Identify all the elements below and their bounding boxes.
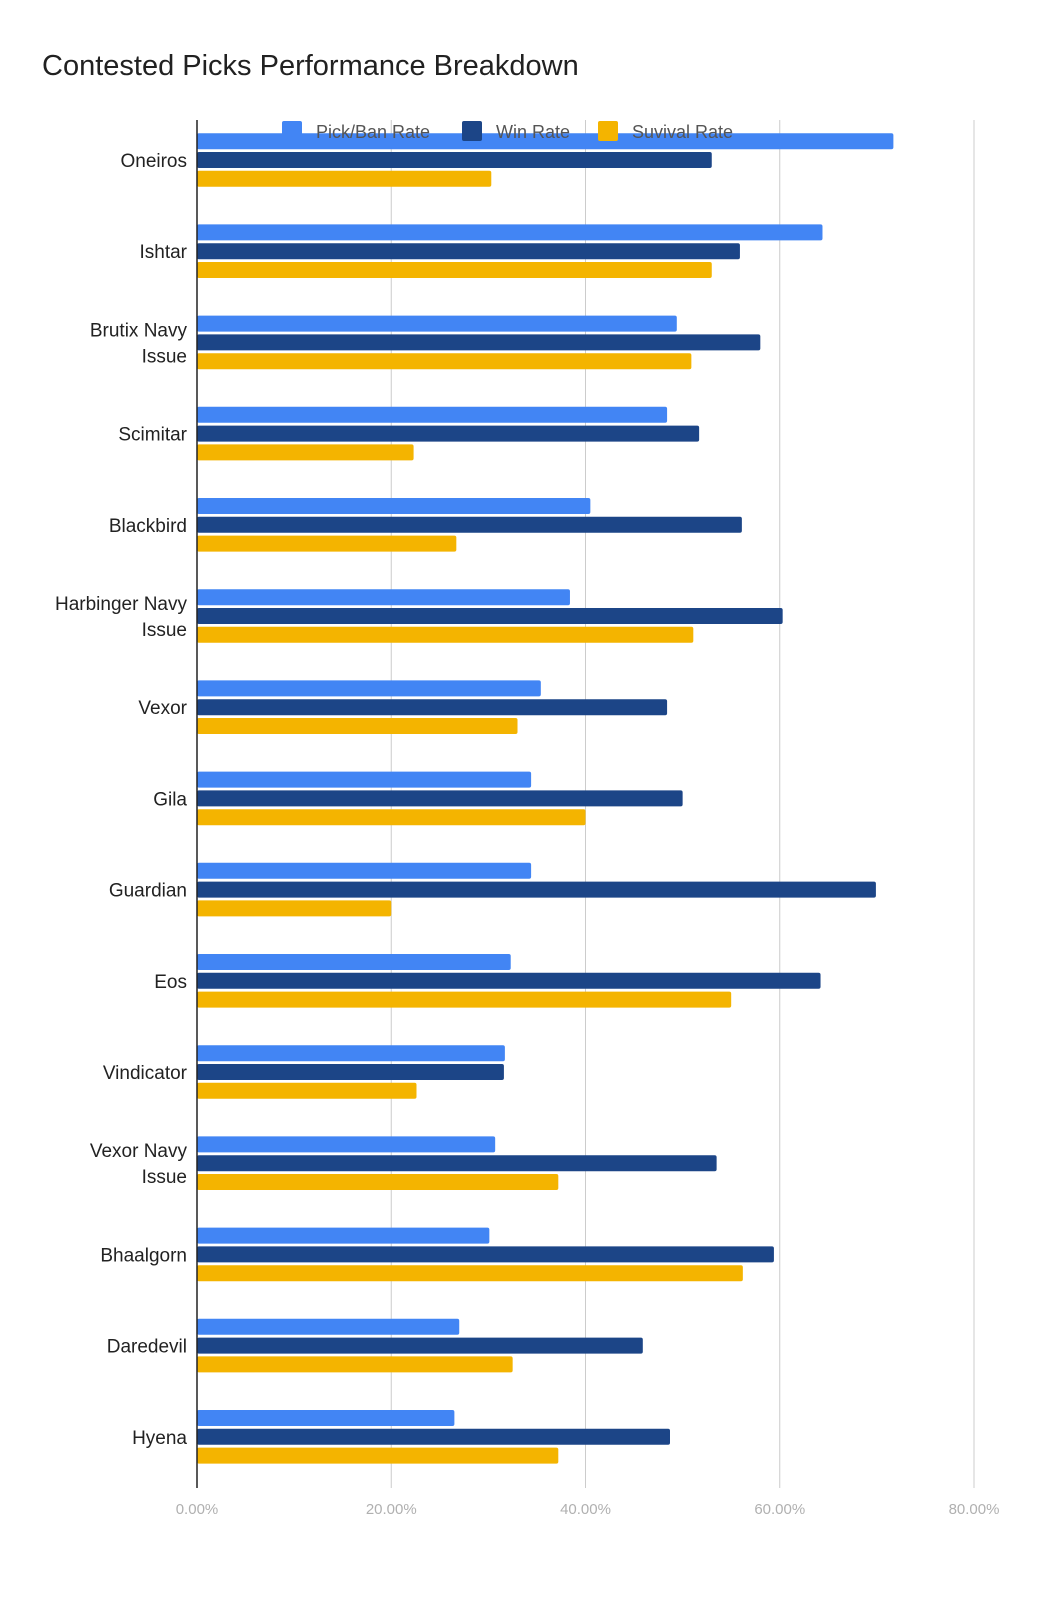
category-label: Vexor [138,698,187,719]
bar [197,152,712,168]
bar [197,626,694,643]
bar [197,991,732,1008]
bar [197,1045,505,1062]
bar [197,954,511,970]
chart-title: Contested Picks Performance Breakdown [42,50,579,82]
category-label: Vexor Navy Issue [90,1141,188,1188]
category-label: Harbinger Navy Issue [55,594,187,641]
bar [197,262,712,278]
legend-label: Pick/Ban Rate [316,122,430,142]
bar [197,680,541,697]
bar [197,881,876,898]
bar [197,1082,417,1099]
category-label: Vindicator [103,1063,188,1084]
bar [197,1428,670,1445]
bar [197,900,392,917]
bar [197,718,518,734]
legend-swatch [598,121,618,141]
category-label: Daredevil [107,1337,187,1358]
bar [197,1265,743,1282]
legend: Pick/Ban Rate Win Rate Suvival Rate [282,121,733,142]
legend-label: Win Rate [496,122,570,142]
bar [197,224,823,241]
bar [197,1337,643,1354]
bar [197,1227,490,1244]
bar [197,516,742,533]
x-tick-label: 80.00% [949,1501,1000,1518]
bar [197,589,570,606]
bar [197,1318,460,1335]
bar [197,315,677,332]
category-label: Gila [153,789,187,810]
bar [197,535,457,552]
bar [197,243,740,260]
category-label: Eos [154,972,187,993]
category-label: Scimitar [118,425,187,446]
bar [197,1447,559,1464]
bar [197,1136,496,1153]
bar [197,1174,559,1190]
category-label: Brutix Navy Issue [90,320,188,367]
legend-swatch [282,121,302,141]
bar [197,406,668,423]
category-label: Bhaalgorn [100,1245,187,1266]
bar [197,1410,455,1426]
bar [197,133,894,150]
x-tick-label: 40.00% [560,1501,611,1518]
category-label: Ishtar [139,242,187,263]
legend-swatch [462,121,482,141]
bar [197,790,683,807]
category-label: Blackbird [109,516,187,537]
bar [197,334,761,351]
bars [197,133,894,1464]
x-tick-label: 60.00% [754,1501,805,1518]
x-tick-label: 0.00% [176,1501,219,1518]
bar [197,862,532,879]
bar [197,425,700,442]
x-tick-label: 20.00% [366,1501,417,1518]
category-label: Guardian [109,881,187,902]
bar [197,1064,504,1080]
category-label: Hyena [132,1428,187,1449]
bar [197,1155,717,1172]
legend-label: Suvival Rate [632,122,733,142]
bar [197,444,414,461]
bar [197,498,591,514]
bar [197,1246,774,1263]
axes: 0.00% 20.00% 40.00% 60.00% 80.00% Oneiros Isht… [55,120,999,1518]
bar [197,699,668,716]
bar [197,1356,513,1373]
bar [197,809,586,826]
category-label: Oneiros [120,151,187,172]
bar [197,170,492,187]
bar [197,608,783,624]
bar [197,972,821,989]
bar [197,771,532,788]
bar [197,353,692,370]
